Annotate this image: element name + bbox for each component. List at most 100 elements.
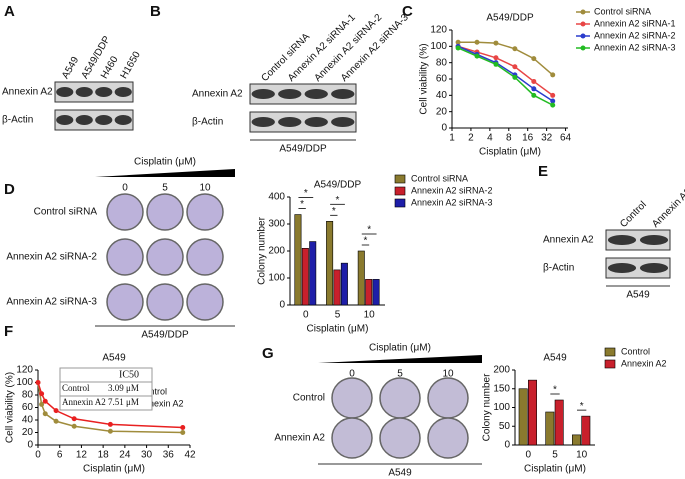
dish xyxy=(427,417,469,459)
blot-strip xyxy=(54,81,134,103)
y-tick-label: 100 xyxy=(268,273,285,284)
legend-swatch xyxy=(394,174,406,184)
data-point xyxy=(180,430,186,435)
panel-label: E xyxy=(538,163,548,180)
y-tick-label: 400 xyxy=(268,192,285,203)
y-tick-label: 80 xyxy=(436,57,448,68)
colony-title: Cisplatin (μM) xyxy=(134,157,196,168)
blot-row-label: Annexin A2 xyxy=(192,89,243,100)
blot-row-label: β-Actin xyxy=(2,115,33,126)
x-tick-label: 16 xyxy=(522,133,534,144)
dish xyxy=(106,238,144,276)
bar xyxy=(581,415,591,446)
y-tick-label: 120 xyxy=(16,365,33,376)
dish xyxy=(106,283,144,321)
legend-swatch xyxy=(394,198,406,208)
x-tick-label: 10 xyxy=(576,450,588,461)
dose-label: 10 xyxy=(442,369,454,380)
colony-caption: A549 xyxy=(388,468,412,479)
y-tick-label: 0 xyxy=(27,440,33,451)
x-tick-label: 18 xyxy=(98,450,110,461)
blot-band xyxy=(607,263,637,273)
colony-row-label: Control siRNA xyxy=(34,207,98,218)
y-tick-label: 60 xyxy=(436,74,448,85)
data-point xyxy=(531,92,537,98)
bar xyxy=(357,250,365,306)
inset-cell: 3.09 μM xyxy=(108,383,139,393)
inset-cell: Control xyxy=(62,383,90,393)
dish xyxy=(331,417,373,459)
series-line xyxy=(458,41,554,76)
bar xyxy=(340,262,348,306)
data-point xyxy=(71,416,77,422)
x-tick-label: 6 xyxy=(57,450,63,461)
significance-label: * xyxy=(553,385,557,396)
blot-column-label: H1650 xyxy=(119,49,143,80)
inset-cell: Annexin A2 xyxy=(62,397,106,407)
data-point xyxy=(455,45,461,51)
legend-label: Annexin A2 xyxy=(138,398,184,408)
x-tick-label: 8 xyxy=(506,133,512,144)
y-tick-label: 80 xyxy=(22,390,34,401)
series-line xyxy=(457,45,554,96)
data-point xyxy=(493,55,499,61)
y-axis-label: Colony number xyxy=(257,216,268,284)
blot-caption: A549/DDP xyxy=(279,144,327,155)
y-tick-label: 60 xyxy=(22,402,34,413)
blot-row-label: β-Actin xyxy=(543,263,574,274)
data-point xyxy=(474,39,480,45)
bar xyxy=(333,269,341,306)
data-point xyxy=(493,61,499,67)
x-tick-label: 30 xyxy=(141,450,153,461)
panel-label: F xyxy=(4,323,13,340)
blot-row-label: Annexin A2 xyxy=(543,235,594,246)
dish xyxy=(379,377,421,419)
x-tick-label: 32 xyxy=(541,133,553,144)
dish xyxy=(186,193,224,231)
colony-title: Cisplatin (μM) xyxy=(369,343,431,354)
data-point xyxy=(512,74,518,80)
blot-row-label: Annexin A2 xyxy=(2,87,53,98)
y-tick-label: 200 xyxy=(493,365,510,376)
blot-band xyxy=(251,117,275,127)
y-tick-label: 20 xyxy=(436,106,448,117)
legend-label: Annexin A2 siRNA-3 xyxy=(594,42,676,52)
legend-marker xyxy=(580,45,586,51)
colony-row-label: Annexin A2 xyxy=(274,433,325,444)
inset-table xyxy=(59,367,153,411)
x-axis-label: Cisplatin (μM) xyxy=(524,464,586,475)
colony-row-label: Control xyxy=(293,393,325,404)
x-tick-label: 0 xyxy=(35,450,41,461)
data-point xyxy=(531,86,537,92)
x-tick-label: 64 xyxy=(560,133,572,144)
bar xyxy=(545,411,555,446)
data-point xyxy=(107,421,113,427)
dish xyxy=(106,193,144,231)
x-tick-label: 12 xyxy=(76,450,88,461)
significance-label: * xyxy=(336,195,340,206)
blot-band xyxy=(331,89,355,99)
data-point xyxy=(455,39,461,45)
x-tick-label: 42 xyxy=(184,450,196,461)
blot-band xyxy=(75,87,93,97)
data-point xyxy=(550,72,556,78)
y-axis-label: Cell viability (%) xyxy=(5,372,16,443)
dose-wedge xyxy=(318,355,482,363)
dish xyxy=(146,193,184,231)
significance-label: * xyxy=(580,401,584,412)
dish xyxy=(379,417,421,459)
panel-label: G xyxy=(262,345,274,362)
y-tick-label: 40 xyxy=(436,90,448,101)
x-tick-label: 36 xyxy=(163,450,175,461)
bar xyxy=(301,248,309,306)
blot-column-label: A549 xyxy=(60,55,81,81)
panel-label: B xyxy=(150,3,161,20)
bar xyxy=(365,279,373,306)
blot-band xyxy=(95,87,113,97)
chart-title: A549 xyxy=(543,353,567,364)
data-point xyxy=(53,418,59,424)
y-tick-label: 0 xyxy=(279,300,285,311)
legend-label: Annexin A2 xyxy=(621,358,667,368)
data-point xyxy=(550,92,556,98)
